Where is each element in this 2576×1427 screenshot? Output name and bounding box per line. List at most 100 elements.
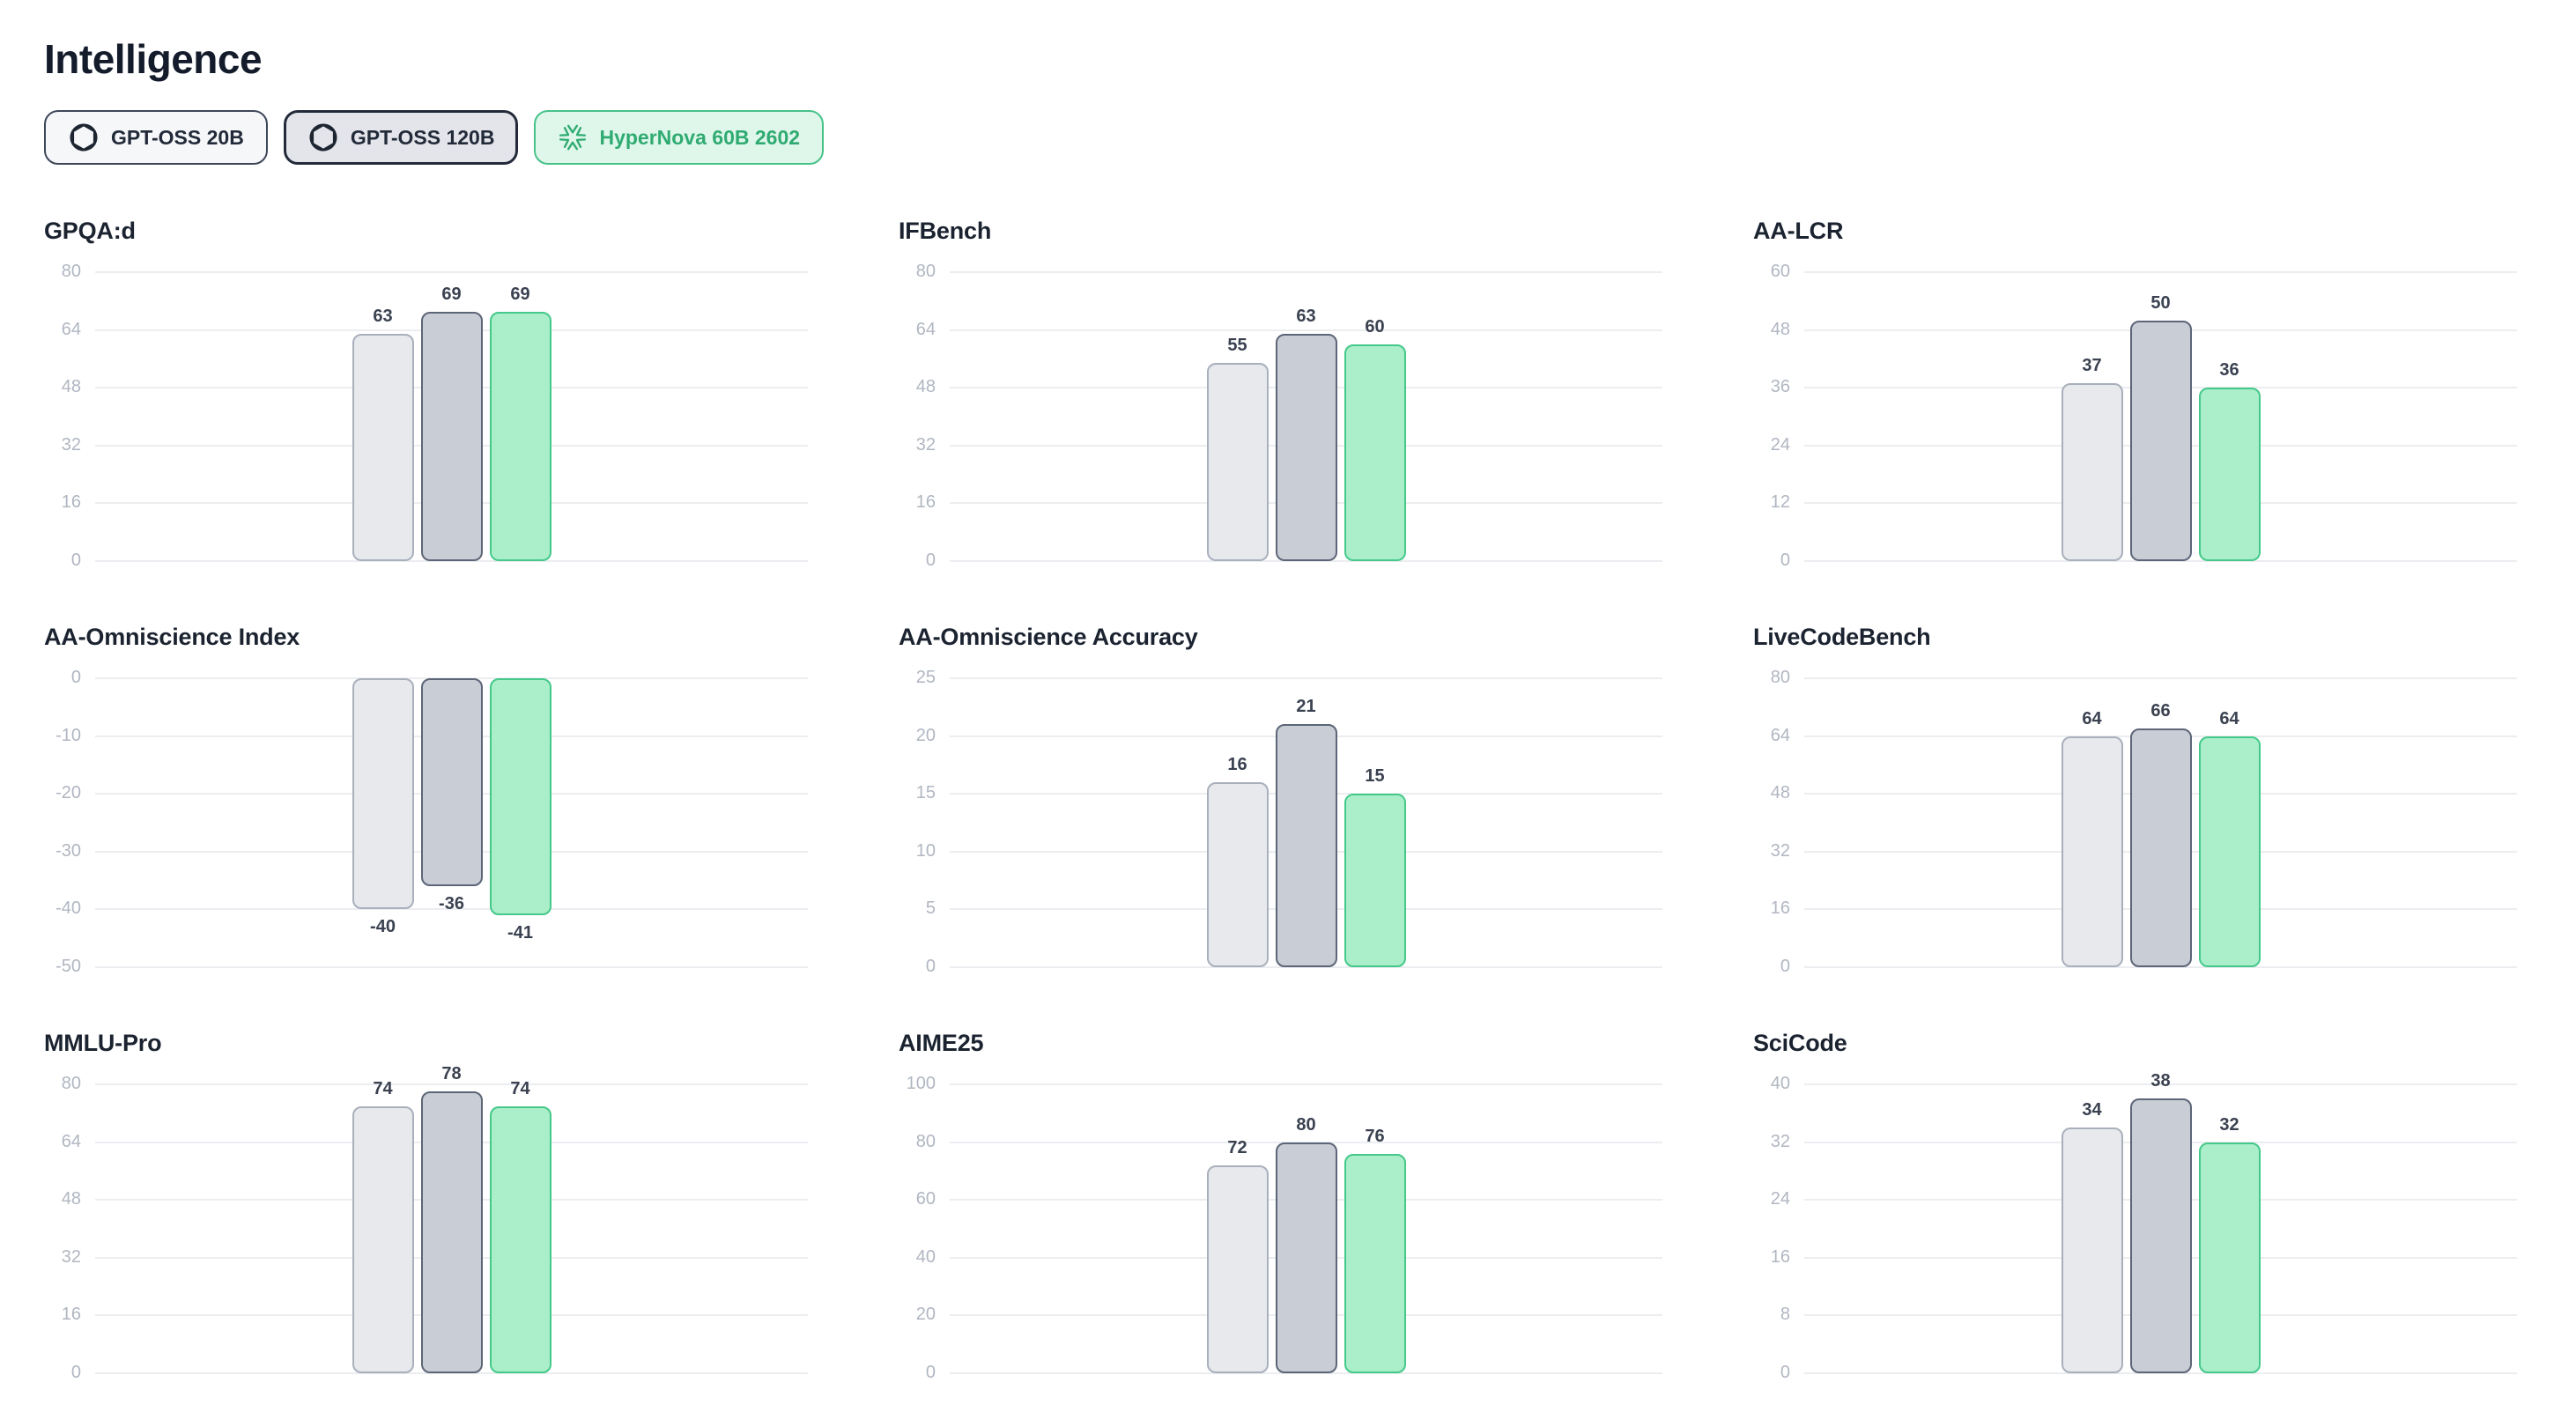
bar-hypernova-60b-2602	[2198, 388, 2261, 561]
y-axis-tick-label: -30	[56, 840, 81, 861]
chart-title: AA-Omniscience Accuracy	[899, 624, 1198, 650]
y-axis-tick-label: 16	[61, 492, 81, 513]
bar-value-label: -41	[507, 922, 533, 943]
chart-plot-area: 0 -10 -20 -30 -40 -50 -40 -36 -41	[56, 668, 808, 976]
bar-gpt-oss-20b	[2061, 736, 2123, 967]
openai-logo-icon	[68, 122, 100, 153]
bar-value-label: 64	[2219, 708, 2239, 728]
chart-panel-scicode: SciCode 0 8 16 24 32 40 34 38 32	[1753, 1030, 2517, 1382]
page-title: Intelligence	[44, 36, 263, 82]
chart-plot-area: 0 16 32 48 64 80 74 78 74	[62, 1064, 808, 1382]
y-axis-tick-label: 15	[915, 783, 936, 803]
bar-value-label: 76	[1365, 1126, 1385, 1146]
model-chip-label: HyperNova 60B 2602	[599, 125, 801, 149]
y-axis-tick-label: 60	[1770, 262, 1790, 281]
chart-panel-aime25: AIME25 0 20 40 60 80 100 72 80 76	[899, 1030, 1662, 1382]
bar-gpt-oss-120b	[1275, 333, 1337, 561]
y-axis-tick-label: 16	[61, 1305, 81, 1325]
y-axis-tick-label: 48	[915, 377, 936, 397]
chart-title: SciCode	[1753, 1030, 1847, 1056]
y-axis-tick-label: 80	[915, 262, 936, 281]
bar-gpt-oss-20b	[1206, 362, 1269, 561]
hypernova-snowflake-icon	[558, 122, 588, 152]
chart-title: AIME25	[899, 1030, 984, 1056]
y-axis-tick-label: 32	[61, 434, 81, 455]
y-axis-tick-label: 40	[1770, 1074, 1790, 1093]
bar-value-label: 63	[1296, 306, 1316, 326]
y-axis-tick-label: 0	[1780, 551, 1790, 570]
bar-hypernova-60b-2602	[2198, 1142, 2261, 1373]
y-axis-tick-label: 0	[1780, 957, 1790, 976]
bar-value-label: 16	[1227, 755, 1247, 775]
gridline: 0	[1780, 957, 2517, 976]
bar-value-label: 36	[2219, 360, 2239, 381]
y-axis-tick-label: 0	[1780, 1363, 1790, 1382]
model-chip-gpt-oss-120b[interactable]: GPT-OSS 120B	[283, 110, 519, 165]
y-axis-tick-label: 0	[70, 551, 81, 570]
y-axis-tick-label: 64	[61, 1131, 81, 1151]
y-axis-tick-label: 32	[915, 434, 936, 455]
y-axis-tick-label: 0	[925, 957, 936, 976]
bar-gpt-oss-120b	[2129, 320, 2192, 561]
gridline: 80	[62, 262, 808, 281]
bar-hypernova-60b-2602	[489, 678, 551, 915]
y-axis-tick-label: 40	[915, 1246, 936, 1267]
bar-value-label: 37	[2082, 355, 2102, 375]
y-axis-tick-label: 60	[915, 1189, 936, 1209]
y-axis-tick-label: 24	[1770, 434, 1790, 455]
y-axis-tick-label: 5	[925, 898, 936, 919]
bar-value-label: 69	[441, 285, 462, 305]
bar-gpt-oss-120b	[2129, 728, 2192, 967]
bar-hypernova-60b-2602	[2198, 736, 2261, 967]
y-axis-tick-label: 16	[915, 492, 936, 513]
y-axis-tick-label: 80	[61, 262, 81, 281]
chart-panel-mmlu-pro: MMLU-Pro 0 16 32 48 64 80 74 78 74	[44, 1030, 808, 1382]
y-axis-tick-label: 0	[70, 1363, 81, 1382]
bar-gpt-oss-20b	[352, 678, 414, 910]
gridline: 80	[62, 1074, 808, 1093]
bar-value-label: 21	[1296, 697, 1316, 717]
gridline: 0	[71, 1363, 808, 1382]
bar-gpt-oss-20b	[2061, 1128, 2123, 1373]
bar-gpt-oss-120b	[420, 312, 483, 561]
y-axis-tick-label: 48	[1770, 319, 1790, 339]
bar-value-label: 50	[2150, 292, 2171, 313]
model-chip-hypernova-60b-2602[interactable]: HyperNova 60B 2602	[534, 110, 825, 165]
chart-panel-aa-lcr: AA-LCR 0 12 24 36 48 60 37 50 36	[1753, 218, 2517, 570]
gridline: -50	[56, 957, 808, 976]
bar-value-label: 63	[373, 306, 393, 326]
y-axis-tick-label: 24	[1770, 1189, 1790, 1209]
bar-hypernova-60b-2602	[489, 312, 551, 561]
bar-gpt-oss-120b	[2129, 1098, 2192, 1373]
model-chip-gpt-oss-20b[interactable]: GPT-OSS 20B	[44, 110, 268, 165]
chart-panel-gpqa-d: GPQA:d 0 16 32 48 64 80 63 69 69	[44, 218, 808, 570]
gridline: 40	[1771, 1074, 2517, 1093]
chart-title: MMLU-Pro	[44, 1030, 162, 1056]
bar-gpt-oss-20b	[352, 1105, 414, 1373]
y-axis-tick-label: 0	[925, 551, 936, 570]
intelligence-page: Intelligence GPT-OSS 20B	[44, 36, 2517, 1382]
y-axis-tick-label: 48	[1770, 783, 1790, 803]
chart-title: IFBench	[899, 218, 992, 244]
bar-value-label: -36	[439, 894, 464, 914]
chart-title: GPQA:d	[44, 218, 136, 244]
bar-value-label: 38	[2150, 1071, 2171, 1091]
y-axis-tick-label: 32	[61, 1246, 81, 1267]
chart-plot-area: 0 8 16 24 32 40 34 38 32	[1771, 1071, 2517, 1382]
bar-hypernova-60b-2602	[1344, 344, 1406, 561]
gridline: -40	[56, 898, 808, 918]
gridline: 80	[916, 262, 1662, 281]
chart-panel-ifbench: IFBench 0 16 32 48 64 80 55 63 60	[899, 218, 1662, 570]
gridline: 80	[1771, 668, 2517, 687]
y-axis-tick-label: 64	[61, 319, 81, 339]
gridline: 0	[1780, 1363, 2517, 1382]
y-axis-tick-label: 32	[1770, 840, 1790, 861]
bar-gpt-oss-120b	[1275, 724, 1337, 967]
y-axis-tick-label: -40	[56, 898, 81, 919]
y-axis-tick-label: 80	[61, 1074, 81, 1093]
y-axis-tick-label: -50	[56, 957, 81, 976]
bar-hypernova-60b-2602	[1344, 794, 1406, 967]
bar-gpt-oss-20b	[352, 333, 414, 561]
model-chip-label: GPT-OSS 20B	[111, 125, 244, 149]
bar-value-label: 60	[1365, 317, 1385, 336]
